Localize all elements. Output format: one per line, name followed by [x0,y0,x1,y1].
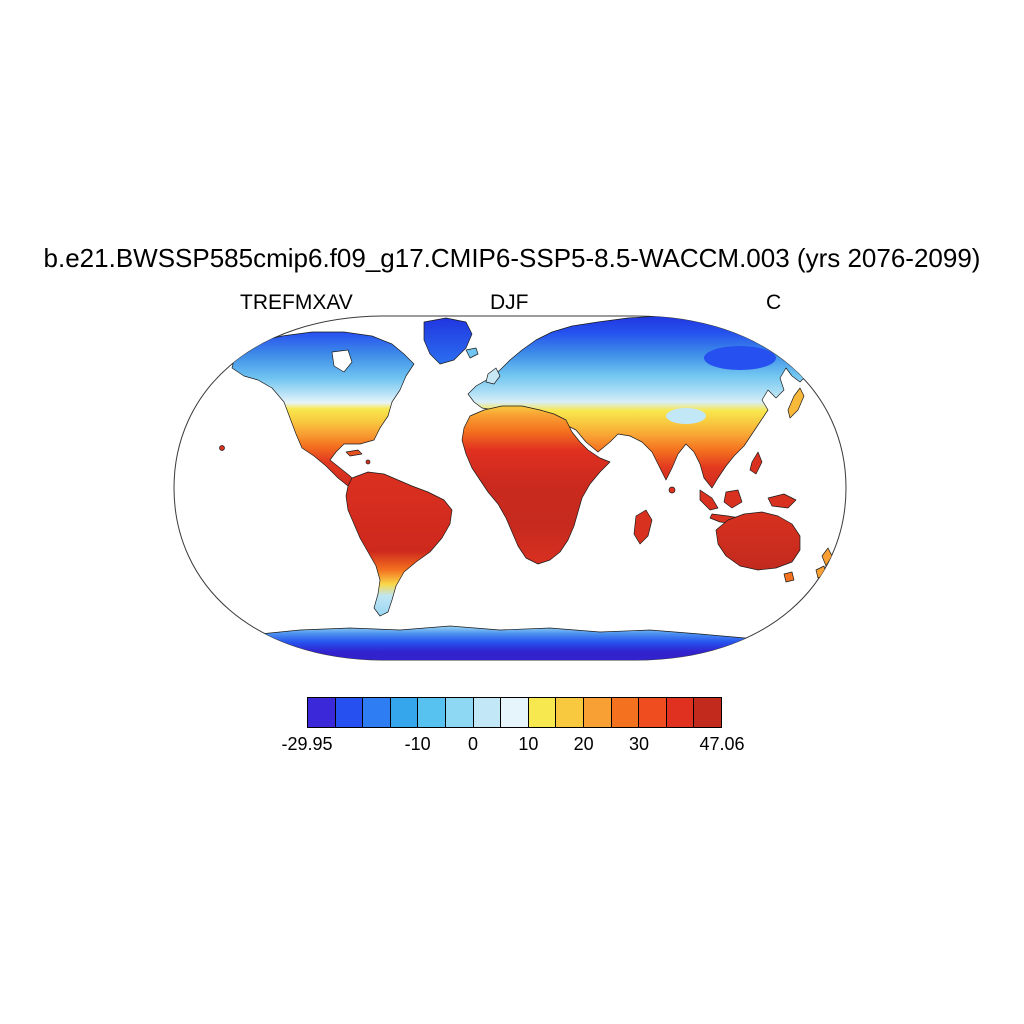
colorbar-tick-label: 10 [518,734,539,754]
iceland [465,347,479,359]
hudson-bay [331,349,353,373]
caribbean-island [365,459,371,465]
cuba [345,449,363,457]
japan [787,387,805,419]
season-label: DJF [490,291,529,314]
colorbar-tick-label: 20 [573,734,594,754]
continent-south-america [345,471,453,617]
hawaii [219,445,225,451]
continent-north-america [231,331,415,487]
colorbar-cell [528,698,557,727]
tasmania [783,571,795,583]
continent-australia [715,511,801,571]
colorbar-cell [501,698,529,727]
colorbar-cell [611,698,640,727]
colorbar-ticks: -29.95 -10 0 10 20 30 47.06 [281,734,744,758]
colorbar-cell [473,698,502,727]
great-britain [485,367,501,385]
tibet-cold-patch [666,408,706,424]
continent-africa [461,405,611,565]
figure-title: b.e21.BWSSP585cmip6.f09_g17.CMIP6-SSP5-8… [43,243,981,273]
variable-label: TREFMXAV [240,291,353,314]
colorbar [307,697,722,728]
colorbar-tick-label: 30 [628,734,650,754]
colorbar-cell [363,698,391,727]
sri-lanka [668,486,676,494]
colorbar-tick-label: 47.06 [699,734,745,754]
colorbar-tick-label: 0 [467,734,479,754]
colorbar-cell [556,698,584,727]
greenland [423,317,473,365]
colorbar-cell [308,698,336,727]
colorbar-cell [639,698,667,727]
colorbar-cell [694,698,721,727]
new-guinea [767,493,797,509]
units-label: C [766,291,782,314]
colorbar-cell [418,698,446,727]
colorbar-tick-label: -10 [404,734,431,754]
colorbar-tick-label: -29.95 [281,734,333,754]
borneo [723,489,743,509]
colorbar-cell [335,698,364,727]
colorbar-cell [390,698,419,727]
siberia-cold-patch [704,346,776,370]
madagascar [633,509,653,545]
philippines [749,451,763,475]
colorbar-cell [445,698,474,727]
continent-antarctica [209,625,809,660]
colorbar-cell [666,698,695,727]
colorbar-cell [583,698,612,727]
sumatra [699,489,719,511]
